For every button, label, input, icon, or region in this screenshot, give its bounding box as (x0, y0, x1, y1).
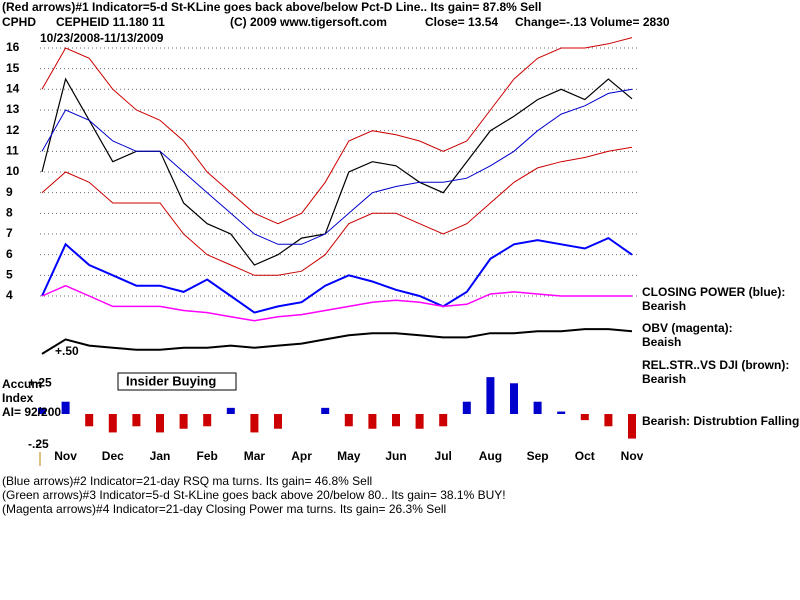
accum-bar (156, 414, 164, 433)
x-tick-label: Oct (575, 449, 595, 463)
x-tick-label: Sep (527, 449, 549, 463)
y-tick-label: 10 (6, 164, 20, 178)
accum-bar (85, 414, 94, 427)
header-text: (C) 2009 www.tigersoft.com (230, 15, 387, 29)
accum-bar (510, 383, 518, 414)
accum-bar (392, 414, 400, 427)
accum-bar (368, 414, 377, 429)
y-tick-label: -.25 (28, 437, 49, 451)
y-tick-label: 15 (6, 61, 20, 75)
date-range: 10/23/2008-11/13/2009 (40, 31, 164, 45)
footer-text: (Magenta arrows)#4 Indicator=21-day Clos… (2, 502, 446, 516)
y-tick-label: 7 (6, 226, 13, 240)
line-series (41, 236, 633, 314)
accum-bar (557, 411, 566, 414)
accum-bar (533, 401, 542, 414)
accum-bar (486, 377, 495, 414)
accum-bar (179, 414, 188, 429)
header-text: Change=-.13 Volume= 2830 (515, 15, 670, 29)
y-tick-label: 4 (6, 288, 13, 302)
line-series (41, 284, 632, 322)
line-series (41, 88, 633, 245)
y-tick-label: 11 (6, 143, 19, 157)
header-text: CEPHEID 11.180 11 (56, 15, 165, 29)
footer-text: (Blue arrows)#2 Indicator=21-day RSQ ma … (2, 474, 372, 488)
y-tick-label: 9 (6, 185, 13, 199)
line-series (41, 37, 633, 225)
accum-title: Accum (2, 377, 42, 391)
x-tick-label: Aug (479, 449, 502, 463)
legend-status: Bearish (642, 372, 686, 386)
legend-status: Bearish (642, 299, 686, 313)
x-tick-label: May (337, 449, 361, 463)
footer-text: (Green arrows)#3 Indicator=5-d St-KLine … (2, 488, 506, 502)
x-tick-label: Nov (54, 449, 77, 463)
x-tick-label: Mar (244, 449, 266, 463)
annotation: Insider Buying (126, 373, 216, 388)
annotation-box (117, 372, 237, 391)
x-tick-label: Jan (150, 449, 171, 463)
x-tick-label: Jun (385, 449, 406, 463)
legend-label: REL.STR..VS DJI (brown): (642, 358, 789, 372)
accum-bar (61, 401, 70, 414)
legend-status: Beaish (642, 335, 681, 349)
header-text: CPHD (2, 15, 36, 29)
x-tick-label: Apr (291, 449, 312, 463)
accum-title: AI= 92/200 (2, 405, 61, 419)
line-series (41, 146, 633, 276)
line-series (41, 328, 633, 355)
y-tick-label: +.25 (28, 375, 52, 389)
y-tick-label: 13 (6, 102, 20, 116)
accum-bar (203, 414, 212, 427)
accum-bar (274, 414, 282, 429)
y-tick-label: 8 (6, 206, 13, 220)
accum-bar (38, 407, 46, 414)
x-tick-label: Dec (102, 449, 124, 463)
legend-label: CLOSING POWER (blue): (642, 285, 785, 299)
y-tick-label: 5 (6, 268, 13, 282)
accum-bar (604, 414, 613, 427)
y-tick-label: 14 (6, 81, 20, 95)
accum-bar (321, 407, 330, 414)
accum-bar (580, 414, 589, 421)
accum-bar (462, 401, 471, 414)
x-tick-label: Nov (621, 449, 644, 463)
y-tick-label: 12 (6, 123, 20, 137)
accum-bar (250, 414, 259, 433)
accum-bar (108, 414, 117, 433)
accum-bar (439, 414, 448, 427)
x-tick-label: Feb (197, 449, 218, 463)
accum-bar (226, 407, 235, 414)
note: +.50 (55, 344, 79, 358)
accum-title: Index (2, 391, 34, 405)
accum-bar (628, 414, 636, 439)
legend-label: OBV (magenta): (642, 321, 733, 335)
header-text: Close= 13.54 (425, 15, 498, 29)
annotation: Bearish: Distrubtion Falling. (642, 414, 800, 428)
y-tick-label: 16 (6, 40, 20, 54)
x-tick-label: Jul (435, 449, 452, 463)
accum-bar (415, 414, 424, 429)
y-tick-label: 6 (6, 247, 13, 261)
accum-bar (132, 414, 141, 427)
chart-title: (Red arrows)#1 Indicator=5-d St-KLine go… (2, 0, 541, 14)
accum-bar (344, 414, 353, 427)
